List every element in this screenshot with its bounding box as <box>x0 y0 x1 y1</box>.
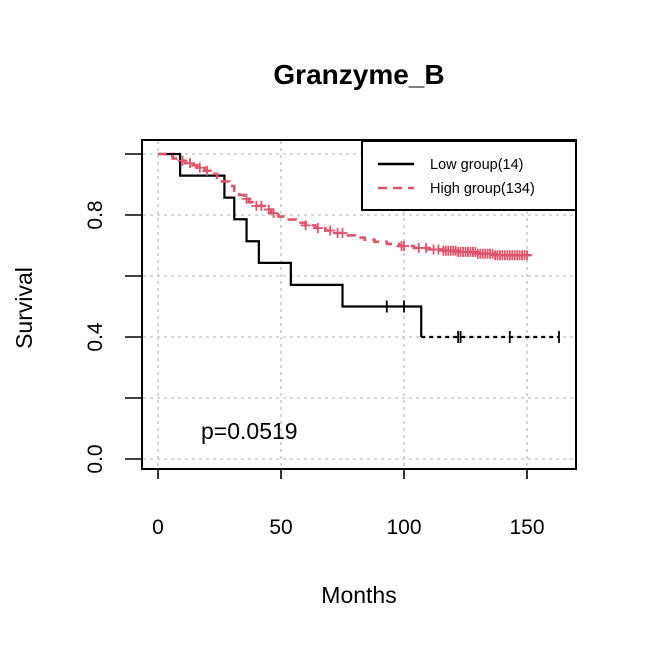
censor-mark <box>194 162 205 173</box>
x-axis-label: Months <box>321 582 396 608</box>
censor-mark <box>470 246 481 257</box>
x-tick-label: 100 <box>386 516 421 539</box>
low-group-series <box>158 152 560 343</box>
survival-line <box>158 152 423 337</box>
censor-mark <box>450 245 461 256</box>
plot-frame <box>141 139 577 470</box>
censor-mark <box>337 227 348 238</box>
legend-label: Low group(14) <box>430 157 524 173</box>
legend-label: High group(134) <box>430 181 535 197</box>
legend: Low group(14) High group(134) <box>361 140 577 211</box>
legend-box <box>361 140 577 211</box>
censor-mark <box>177 155 188 166</box>
x-tick-label: 150 <box>509 516 544 539</box>
censor-mark <box>487 248 498 259</box>
censor-mark <box>312 223 323 234</box>
censor-mark <box>325 225 336 236</box>
survival-curves <box>158 152 560 343</box>
censor-mark <box>399 241 409 252</box>
censor-mark <box>202 165 213 176</box>
y-axis: 0.0 0.4 0.8 <box>84 153 142 474</box>
censor-mark <box>241 193 252 204</box>
y-axis-label: Survival <box>11 267 37 349</box>
censor-mark <box>184 158 195 169</box>
censor-mark <box>268 208 279 219</box>
y-tick-label: 0.4 <box>84 322 107 352</box>
survival-line <box>158 152 532 257</box>
censor-mark <box>300 220 311 231</box>
censor-mark <box>433 244 444 255</box>
high-group-series <box>158 152 532 261</box>
x-tick-label: 50 <box>269 516 292 539</box>
x-axis: 0 50 100 150 <box>152 469 545 539</box>
y-tick-label: 0.0 <box>84 444 107 473</box>
x-tick-label: 0 <box>152 516 164 539</box>
p-value-annotation: p=0.0519 <box>201 418 298 444</box>
chart-title: Granzyme_B <box>273 59 444 90</box>
censor-mark <box>421 242 432 253</box>
y-tick-label: 0.8 <box>84 200 107 229</box>
censor-mark <box>522 250 532 261</box>
censor-mark <box>256 200 267 211</box>
